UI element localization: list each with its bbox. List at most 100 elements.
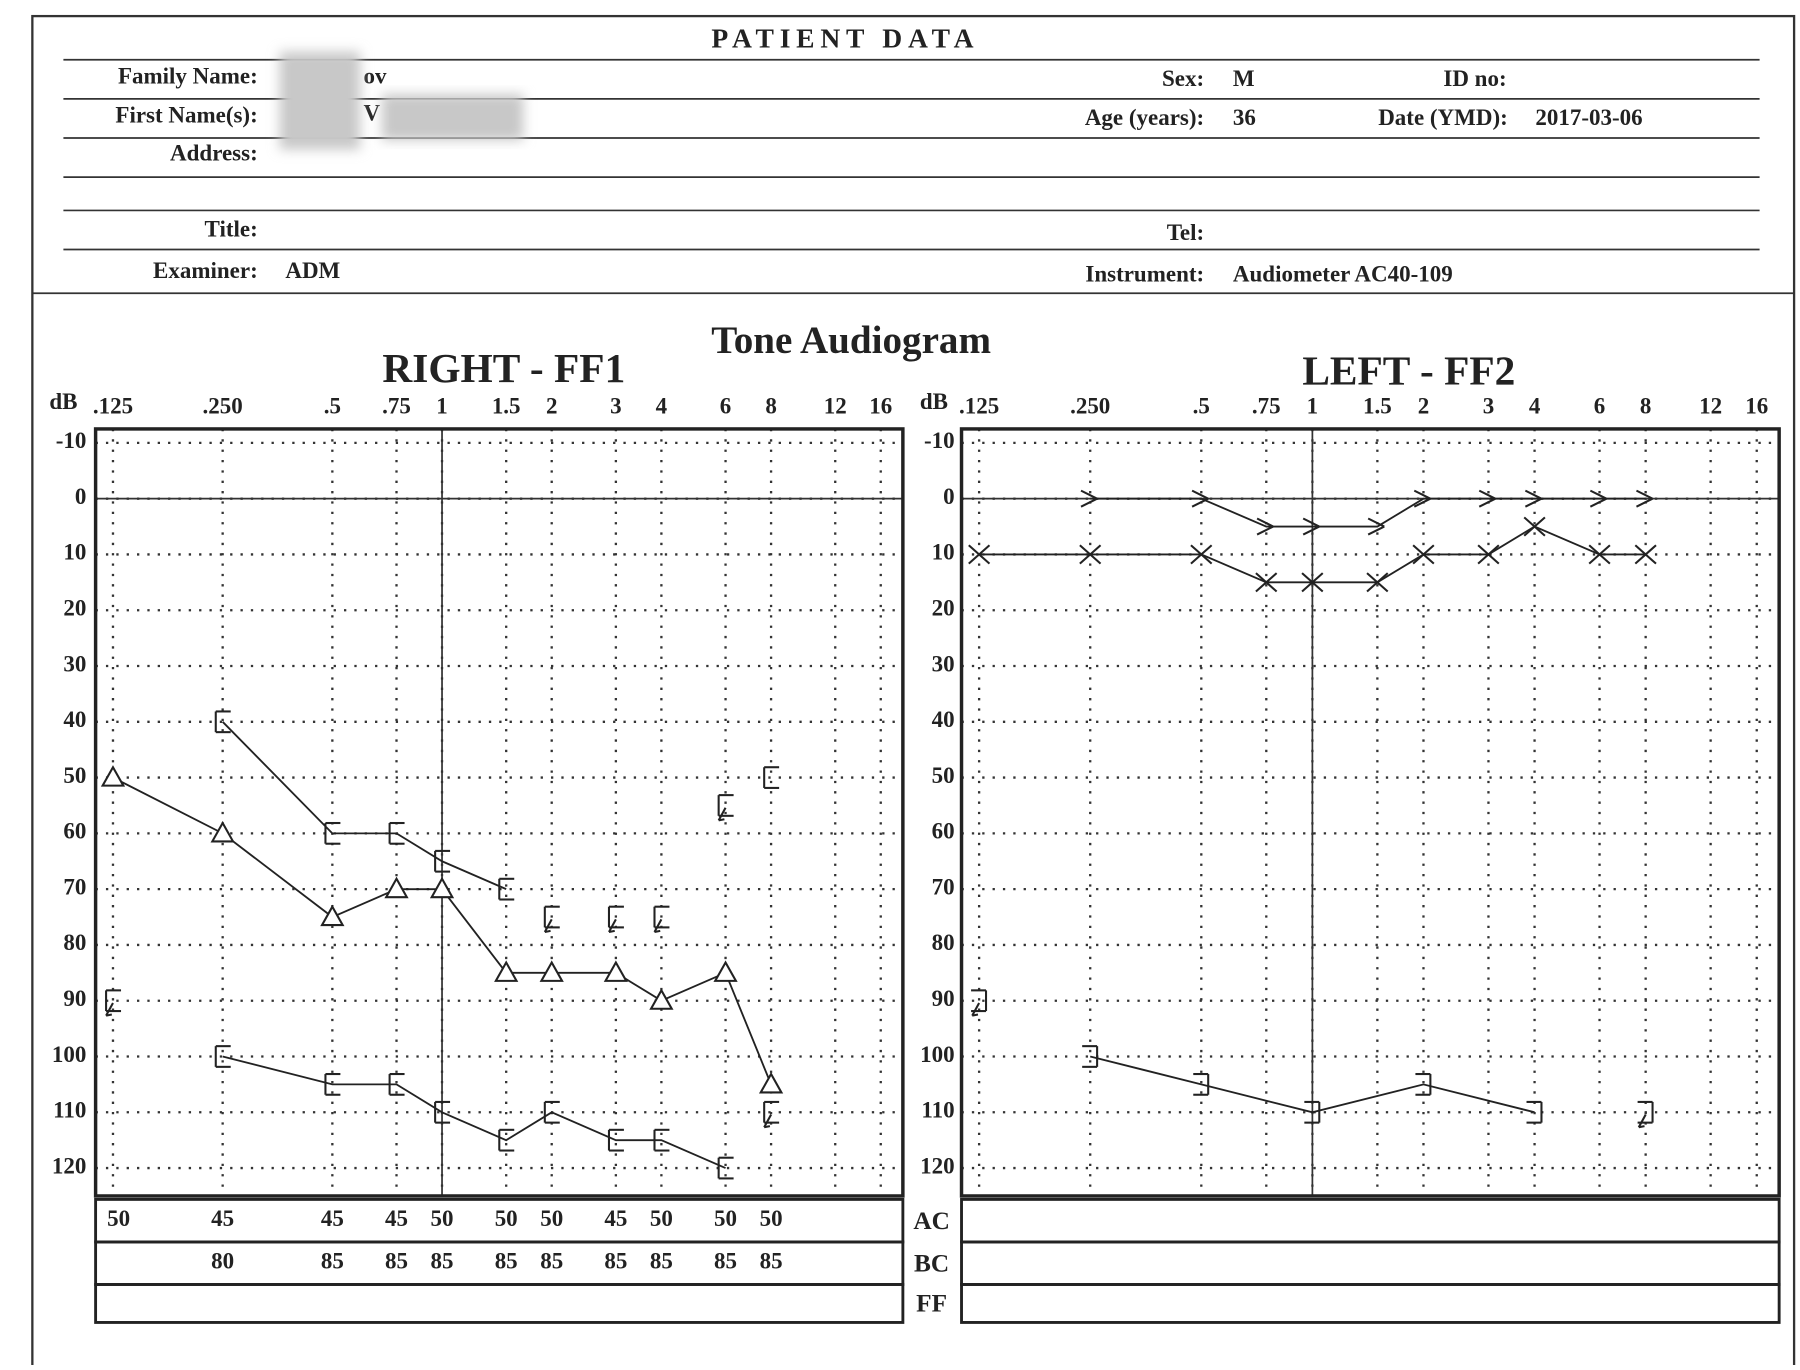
- y-tick-label: 110: [921, 1098, 954, 1123]
- marker-stroke: [1301, 572, 1324, 593]
- x-tick-label: .5: [324, 394, 341, 419]
- marker-stroke: [1413, 497, 1431, 508]
- data-marker: [1589, 489, 1607, 508]
- table-row: [960, 1197, 1781, 1244]
- marker-stroke: [713, 960, 738, 982]
- field-label: Sex:: [1162, 66, 1204, 91]
- table-value: 50: [650, 1206, 673, 1231]
- y-tick-label: 120: [920, 1153, 954, 1178]
- field-value: V: [364, 100, 381, 125]
- table-value: 85: [650, 1249, 673, 1274]
- field-label: Address:: [170, 141, 258, 166]
- x-tick-label: 2: [546, 394, 558, 419]
- series-line: [222, 1055, 726, 1169]
- marker-stroke: [543, 918, 553, 933]
- field-value: 36: [1233, 105, 1256, 130]
- main-title: Tone Audiogram: [711, 319, 991, 362]
- redaction: [381, 94, 524, 141]
- marker-stroke: [653, 918, 663, 933]
- table-value: 50: [107, 1206, 130, 1231]
- table-value: 85: [431, 1249, 454, 1274]
- marker-stroke: [1190, 544, 1213, 565]
- field-label: Instrument:: [1085, 261, 1204, 286]
- marker-stroke: [1635, 489, 1654, 500]
- marker-stroke: [654, 929, 661, 934]
- marker-stroke: [1477, 544, 1500, 565]
- data-marker: [1366, 572, 1389, 593]
- data-marker: [603, 960, 628, 982]
- table-row-label: FF: [916, 1290, 947, 1318]
- marker-stroke: [1589, 497, 1607, 508]
- x-tick-label: 3: [610, 394, 622, 419]
- y-tick-label: 10: [932, 540, 955, 565]
- x-tick-label: .75: [1252, 394, 1281, 419]
- x-tick-label: .250: [1070, 394, 1110, 419]
- marker-stroke: [1635, 497, 1654, 508]
- data-marker: [717, 794, 734, 822]
- y-tick-label: 0: [75, 484, 87, 509]
- table-row: [960, 1283, 1781, 1324]
- data-marker: [717, 1156, 734, 1180]
- marker-stroke: [1413, 489, 1431, 500]
- data-marker: [1526, 1100, 1543, 1124]
- marker-stroke: [1588, 544, 1611, 565]
- data-marker: [1191, 489, 1209, 508]
- y-tick-label: 50: [63, 763, 86, 788]
- field-label: Tel:: [1167, 220, 1204, 245]
- data-marker: [1304, 1100, 1321, 1124]
- marker-stroke: [100, 765, 126, 787]
- x-tick-label: 4: [656, 394, 668, 419]
- marker-stroke: [1589, 489, 1607, 500]
- marker-stroke: [1302, 517, 1320, 528]
- table-value: 85: [760, 1249, 783, 1274]
- marker-stroke: [544, 929, 551, 934]
- x-tick-label: 8: [765, 394, 777, 419]
- data-marker: [434, 1100, 451, 1124]
- marker-stroke: [1412, 544, 1435, 565]
- y-axis-label: dB: [920, 389, 948, 414]
- series-line: [222, 721, 507, 890]
- marker-stroke: [1191, 489, 1209, 500]
- data-marker: [384, 876, 409, 899]
- x-tick-label: 6: [1594, 394, 1606, 419]
- x-tick-label: .125: [959, 394, 999, 419]
- data-marker: [1413, 489, 1431, 508]
- data-marker: [324, 821, 341, 845]
- x-tick-label: 8: [1640, 394, 1652, 419]
- y-tick-label: 50: [932, 763, 955, 788]
- table-value: 50: [495, 1206, 518, 1231]
- data-marker: [539, 960, 564, 982]
- marker-stroke: [763, 1114, 772, 1128]
- data-marker: [324, 1073, 341, 1096]
- table-value: 85: [604, 1249, 627, 1274]
- table-value: 85: [714, 1249, 737, 1274]
- marker-stroke: [1080, 489, 1098, 500]
- marker-stroke: [608, 929, 615, 934]
- table-value: 80: [211, 1249, 234, 1274]
- header-title: PATIENT DATA: [711, 23, 979, 54]
- table-value: 45: [604, 1206, 627, 1231]
- marker-stroke: [1638, 1125, 1645, 1129]
- data-marker: [1302, 517, 1320, 536]
- table-value: 50: [714, 1206, 737, 1231]
- data-marker: [1477, 544, 1500, 565]
- table-row-label: AC: [913, 1207, 950, 1235]
- field-label: ID no:: [1443, 66, 1506, 91]
- marker-stroke: [758, 1071, 784, 1094]
- marker-stroke: [1079, 544, 1102, 565]
- x-tick-label: 12: [824, 394, 847, 419]
- data-marker: [434, 849, 451, 873]
- field-value: M: [1233, 66, 1255, 91]
- data-marker: [1523, 516, 1546, 537]
- series-line: [1089, 1055, 1535, 1114]
- y-tick-label: 40: [63, 707, 86, 732]
- table-value: 45: [211, 1206, 234, 1231]
- table-value: 50: [540, 1206, 563, 1231]
- y-tick-label: 20: [932, 596, 955, 621]
- table-row: [960, 1240, 1781, 1286]
- marker-stroke: [1256, 517, 1274, 528]
- redaction: [279, 51, 361, 150]
- marker-stroke: [539, 960, 564, 982]
- y-tick-label: 0: [943, 484, 955, 509]
- data-marker: [214, 710, 231, 734]
